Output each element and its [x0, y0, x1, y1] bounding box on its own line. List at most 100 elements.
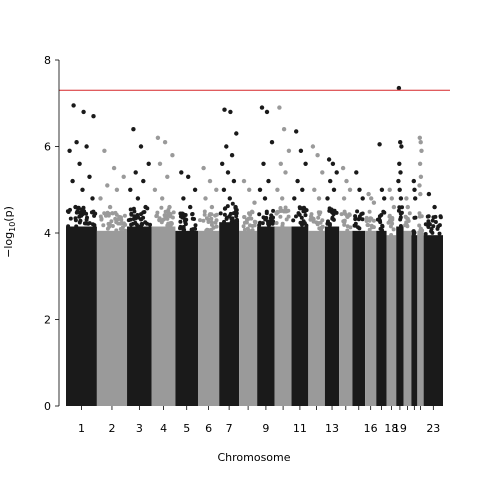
peak-point [231, 178, 237, 184]
peak-point [257, 187, 263, 192]
data-point [206, 217, 211, 222]
data-point [367, 209, 372, 214]
y-axis-label-subscript: 10 [8, 222, 17, 232]
data-point [213, 213, 218, 218]
peak-point [398, 140, 403, 145]
data-point [407, 211, 412, 216]
chromosome-3-points [126, 127, 152, 406]
peak-point [233, 204, 238, 210]
peak-point [128, 187, 133, 192]
data-point [309, 214, 313, 219]
peak-point [70, 178, 75, 184]
data-point [74, 224, 79, 229]
peak-point [264, 109, 270, 115]
peak-point [277, 105, 282, 110]
peak-point [340, 165, 346, 171]
data-point [412, 215, 417, 220]
data-point [418, 228, 423, 233]
data-point [202, 212, 207, 217]
peak-point [331, 187, 337, 192]
peak-point [77, 161, 82, 166]
peak-point [221, 187, 227, 192]
data-point [109, 219, 114, 224]
peak-point [259, 105, 265, 110]
peak-point [382, 196, 387, 201]
peak-point [234, 131, 239, 136]
x-tick-label: 6 [205, 422, 212, 435]
peak-point [181, 196, 186, 201]
chromosome-23-bulk [423, 235, 443, 406]
data-point [386, 220, 391, 225]
data-point [135, 213, 140, 217]
data-point [269, 213, 274, 218]
chromosome-10-bulk [274, 226, 292, 406]
peak-point [188, 204, 193, 210]
peak-point [426, 191, 432, 197]
data-point [403, 214, 408, 219]
peak-point [157, 161, 163, 166]
peak-point [214, 187, 219, 192]
chromosome-20-bulk [403, 230, 412, 406]
peak-point [334, 170, 339, 175]
peak-point [179, 170, 184, 175]
x-tick-label: 16 [364, 422, 378, 435]
peak-point [91, 114, 96, 119]
peak-point [220, 161, 225, 166]
data-point [106, 221, 111, 226]
peak-point [227, 196, 232, 201]
peak-point [418, 191, 423, 197]
peak-point [84, 144, 89, 149]
chromosome-6-points [197, 165, 220, 406]
peak-point [138, 144, 144, 149]
chromosome-22-bulk [417, 230, 424, 406]
chromosome-14-bulk [339, 230, 353, 406]
peak-point [252, 200, 257, 205]
peak-point [283, 170, 288, 175]
peak-point [186, 174, 191, 179]
data-point [102, 211, 107, 216]
data-point [142, 210, 147, 214]
data-point [359, 212, 364, 217]
data-point [116, 217, 121, 222]
chromosome-5-bulk [175, 230, 198, 406]
peak-point [432, 204, 437, 210]
data-point [82, 221, 87, 226]
data-point [399, 210, 404, 215]
data-point [230, 201, 235, 206]
data-point [248, 223, 252, 228]
data-point [132, 209, 137, 214]
data-point [75, 209, 80, 214]
data-point [250, 228, 255, 233]
data-point [162, 217, 166, 222]
data-point [345, 228, 350, 233]
chromosome-13-bulk [324, 226, 340, 406]
y-tick-label: 2 [44, 314, 51, 327]
data-point [355, 209, 360, 214]
peak-point [167, 204, 172, 210]
peak-point [135, 196, 141, 201]
data-point [66, 224, 71, 229]
y-tick-label: 0 [44, 400, 51, 413]
data-point [225, 204, 230, 209]
peak-point [98, 196, 103, 201]
data-point [382, 210, 387, 215]
chromosome-19-bulk [396, 226, 404, 406]
peak-point [326, 157, 332, 162]
peak-point [228, 109, 233, 115]
chromosome-14-points [339, 165, 353, 406]
chromosome-19-points [396, 85, 404, 406]
data-point [181, 224, 186, 229]
data-point [387, 214, 392, 219]
data-point [400, 205, 404, 210]
peak-point [225, 170, 231, 175]
chromosome-11-points [291, 129, 309, 406]
peak-point [312, 187, 317, 192]
data-point [114, 212, 119, 217]
x-tick-label: 7 [226, 422, 233, 435]
data-point [183, 217, 188, 222]
data-point [389, 233, 394, 237]
data-point [327, 206, 332, 211]
peak-point [354, 170, 359, 175]
data-point [105, 210, 110, 215]
peak-point [417, 161, 423, 166]
